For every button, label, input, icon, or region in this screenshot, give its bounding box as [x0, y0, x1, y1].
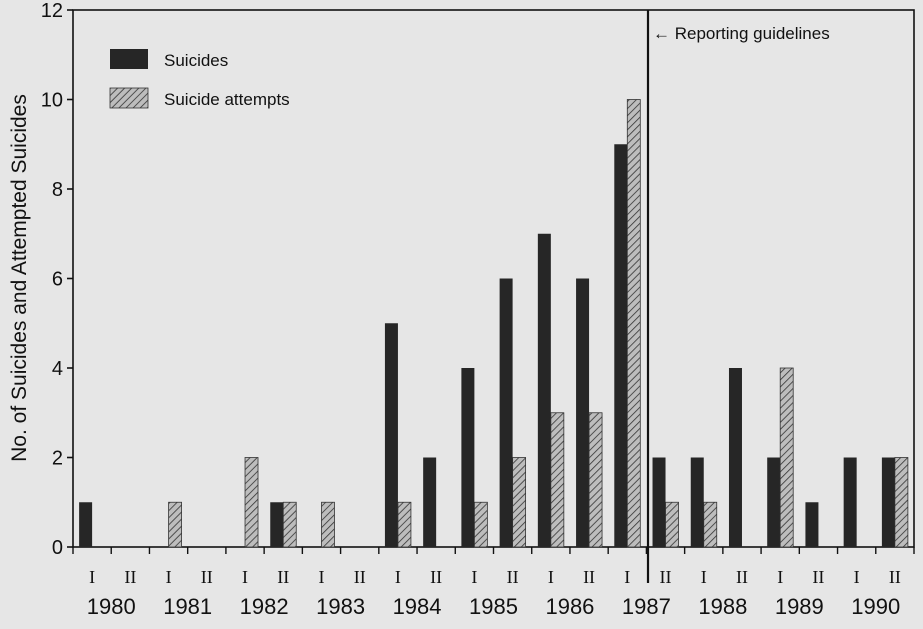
bar-suicides — [461, 368, 475, 547]
x-half-label: I — [471, 567, 477, 587]
x-half-label: II — [124, 567, 136, 587]
x-half-label: I — [395, 567, 401, 587]
y-tick-label: 12 — [41, 0, 63, 22]
x-year-label: 1986 — [545, 594, 594, 619]
x-half-label: I — [242, 567, 248, 587]
legend-label-suicides: Suicides — [164, 51, 228, 70]
bars — [79, 99, 909, 548]
x-half-label: I — [166, 567, 172, 587]
x-half-label: II — [583, 567, 595, 587]
x-year-label: 1982 — [240, 594, 289, 619]
bar-suicide-attempts — [550, 412, 565, 548]
bar-suicides — [384, 323, 398, 547]
bar-suicides — [576, 278, 590, 547]
x-half-label: I — [318, 567, 324, 587]
bar-suicide-attempts — [282, 501, 297, 548]
bar-suicides — [881, 457, 895, 547]
bar-suicide-attempts — [244, 457, 259, 548]
bar-suicide-attempts — [626, 99, 641, 548]
bar-suicides — [652, 457, 666, 547]
y-tick-label: 6 — [52, 269, 63, 291]
x-year-label: 1988 — [698, 594, 747, 619]
bar-suicide-attempts — [588, 412, 603, 548]
x-half-label: II — [812, 567, 824, 587]
x-year-label: 1985 — [469, 594, 518, 619]
x-half-label: II — [354, 567, 366, 587]
bar-suicide-attempts — [894, 457, 909, 548]
legend-label-attempts: Suicide attempts — [164, 90, 290, 109]
bar-suicide-attempts — [665, 501, 679, 548]
bar-suicide-attempts — [397, 501, 412, 548]
bar-suicides — [767, 457, 781, 547]
legend-swatch-attempts — [109, 87, 149, 109]
x-half-label: II — [430, 567, 442, 587]
x-year-label: 1989 — [775, 594, 824, 619]
legend-swatch-suicides — [110, 49, 148, 69]
bar-suicides — [843, 457, 857, 547]
x-half-label: II — [889, 567, 901, 587]
x-year-label: 1990 — [851, 594, 900, 619]
bar-suicide-attempts — [779, 367, 794, 548]
y-tick-label: 8 — [52, 179, 63, 201]
x-half-label: II — [507, 567, 519, 587]
x-half-label: I — [624, 567, 630, 587]
x-half-label: I — [548, 567, 554, 587]
y-tick-label: 10 — [41, 90, 63, 112]
y-tick-label: 0 — [52, 537, 63, 559]
bar-suicides — [614, 144, 628, 547]
x-half-label: II — [277, 567, 289, 587]
x-year-label: 1981 — [163, 594, 212, 619]
y-tick-label: 2 — [52, 448, 63, 470]
y-axis: 0 2 4 6 8 10 12 — [41, 0, 73, 559]
y-tick-label: 4 — [52, 358, 63, 380]
x-year-label: 1984 — [393, 594, 442, 619]
bar-suicide-attempts — [168, 501, 182, 548]
x-half-label: II — [660, 567, 672, 587]
bar-suicide-attempts — [473, 501, 488, 548]
bar-suicides — [270, 502, 284, 547]
bar-suicides — [423, 457, 437, 547]
annotation: ← Reporting guidelines — [646, 10, 830, 583]
x-half-label: I — [854, 567, 860, 587]
reporting-guidelines-label: ← Reporting guidelines — [653, 24, 830, 43]
x-half-label: II — [201, 567, 213, 587]
x-year-label: 1983 — [316, 594, 365, 619]
x-half-label: I — [777, 567, 783, 587]
x-year-label: 1987 — [622, 594, 671, 619]
legend: Suicides Suicide attempts — [109, 49, 290, 109]
bar-suicides — [537, 233, 551, 547]
bar-suicides — [728, 368, 742, 547]
x-half-label: I — [701, 567, 707, 587]
bar-suicide-attempts — [512, 457, 527, 548]
bar-suicides — [79, 502, 93, 547]
bar-suicides — [805, 502, 819, 547]
x-year-label: 1980 — [87, 594, 136, 619]
bar-suicide-attempts — [321, 501, 335, 548]
bar-suicide-attempts — [703, 501, 718, 548]
bar-suicides — [499, 278, 513, 547]
x-half-label: I — [89, 567, 95, 587]
x-half-label: II — [736, 567, 748, 587]
bar-suicides — [690, 457, 704, 547]
y-axis-label: No. of Suicides and Attempted Suicides — [8, 94, 31, 462]
